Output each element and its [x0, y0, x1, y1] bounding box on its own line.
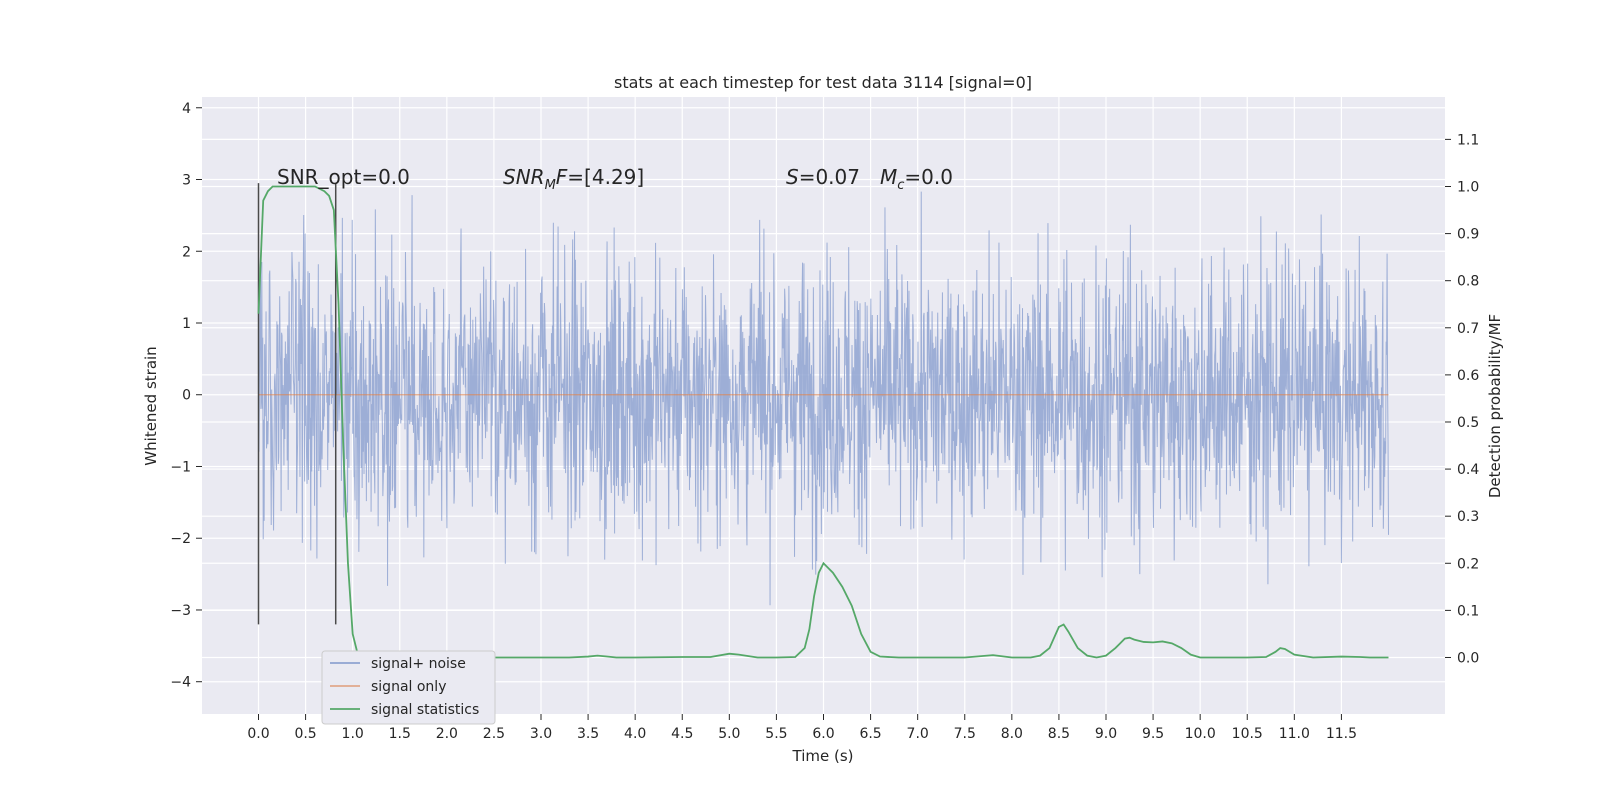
y-tick-label: 3: [182, 173, 191, 189]
annotation-s: S=0.07: [786, 165, 860, 189]
y2-tick-label: 0.0: [1457, 650, 1479, 666]
x-tick-label: 1.0: [342, 726, 364, 742]
annotation-mc: Mc=0.0: [880, 165, 953, 193]
legend-label-stats: signal statistics: [371, 702, 479, 718]
x-tick-label: 4.5: [671, 726, 693, 742]
x-tick-label: 5.5: [765, 726, 787, 742]
y2-tick-label: 0.1: [1457, 603, 1479, 619]
annotation-snr-mf: SNRMF=[4.29]: [503, 165, 644, 193]
x-tick-label: 2.0: [436, 726, 458, 742]
tick-labels: 4 3 2 1 0 −1 −2 −3 −4 1.1 1.0 0.9 0.8 0.7 0.6 0.5 0.4 0.3…: [170, 101, 1479, 742]
y-tick-label: −3: [170, 603, 191, 619]
line-series: [257, 183, 1389, 659]
x-tick-label: 11.0: [1279, 726, 1310, 742]
series-signal-noise: [258, 191, 1389, 606]
series-signal-statistics: [257, 185, 1389, 659]
x-tick-label: 5.0: [718, 726, 740, 742]
x-tick-label: 9.0: [1095, 726, 1117, 742]
x-tick-label: 8.5: [1048, 726, 1070, 742]
x-tick-label: 6.0: [812, 726, 834, 742]
x-tick-label: 7.5: [954, 726, 976, 742]
noise-series: [258, 191, 1389, 606]
y2-tick-label: 0.5: [1457, 415, 1479, 431]
x-tick-label: 10.0: [1185, 726, 1216, 742]
y2-axis-label: Detection probability/MF: [1486, 314, 1504, 498]
y-tick-label: 2: [182, 244, 191, 260]
y2-tick-label: 0.2: [1457, 556, 1479, 572]
y-tick-label: 0: [182, 388, 191, 404]
y-tick-label: −4: [170, 675, 191, 691]
x-tick-label: 3.0: [530, 726, 552, 742]
y2-tick-label: 0.7: [1457, 321, 1479, 337]
x-tick-label: 10.5: [1232, 726, 1263, 742]
x-tick-label: 2.5: [483, 726, 505, 742]
y-tick-label: 4: [182, 101, 191, 117]
legend-label-noise: signal+ noise: [371, 656, 466, 672]
x-tick-label: 7.0: [907, 726, 929, 742]
x-axis-label: Time (s): [792, 747, 854, 765]
x-tick-label: 8.0: [1001, 726, 1023, 742]
y2-tick-label: 1.0: [1457, 179, 1479, 195]
legend-label-signal: signal only: [371, 679, 446, 695]
x-tick-label: 1.5: [389, 726, 411, 742]
annotation-snr-opt: SNR_opt=0.0: [277, 165, 410, 189]
x-tick-label: 9.5: [1142, 726, 1164, 742]
y2-tick-label: 0.6: [1457, 368, 1479, 384]
y-tick-label: 1: [182, 316, 191, 332]
y2-tick-label: 0.9: [1457, 227, 1479, 243]
x-tick-label: 4.0: [624, 726, 646, 742]
x-tick-label: 3.5: [577, 726, 599, 742]
legend-box: [321, 650, 496, 725]
x-tick-label: 11.5: [1326, 726, 1357, 742]
y2-tick-label: 0.4: [1457, 462, 1479, 478]
x-tick-label: 0.0: [247, 726, 269, 742]
legend: signal+ noise signal only signal statist…: [321, 650, 496, 725]
y-tick-label: −1: [170, 459, 191, 475]
y-axis-label: Whitened strain: [142, 346, 160, 465]
y2-tick-label: 1.1: [1457, 132, 1479, 148]
x-tick-label: 6.5: [859, 726, 881, 742]
x-tick-label: 0.5: [294, 726, 316, 742]
annotations: SNR_opt=0.0 SNRMF=[4.29] S=0.07 Mc=0.0: [277, 165, 953, 193]
y2-tick-label: 0.8: [1457, 274, 1479, 290]
y2-tick-label: 0.3: [1457, 509, 1479, 525]
chart-title: stats at each timestep for test data 311…: [614, 73, 1032, 92]
y-tick-label: −2: [170, 531, 191, 547]
